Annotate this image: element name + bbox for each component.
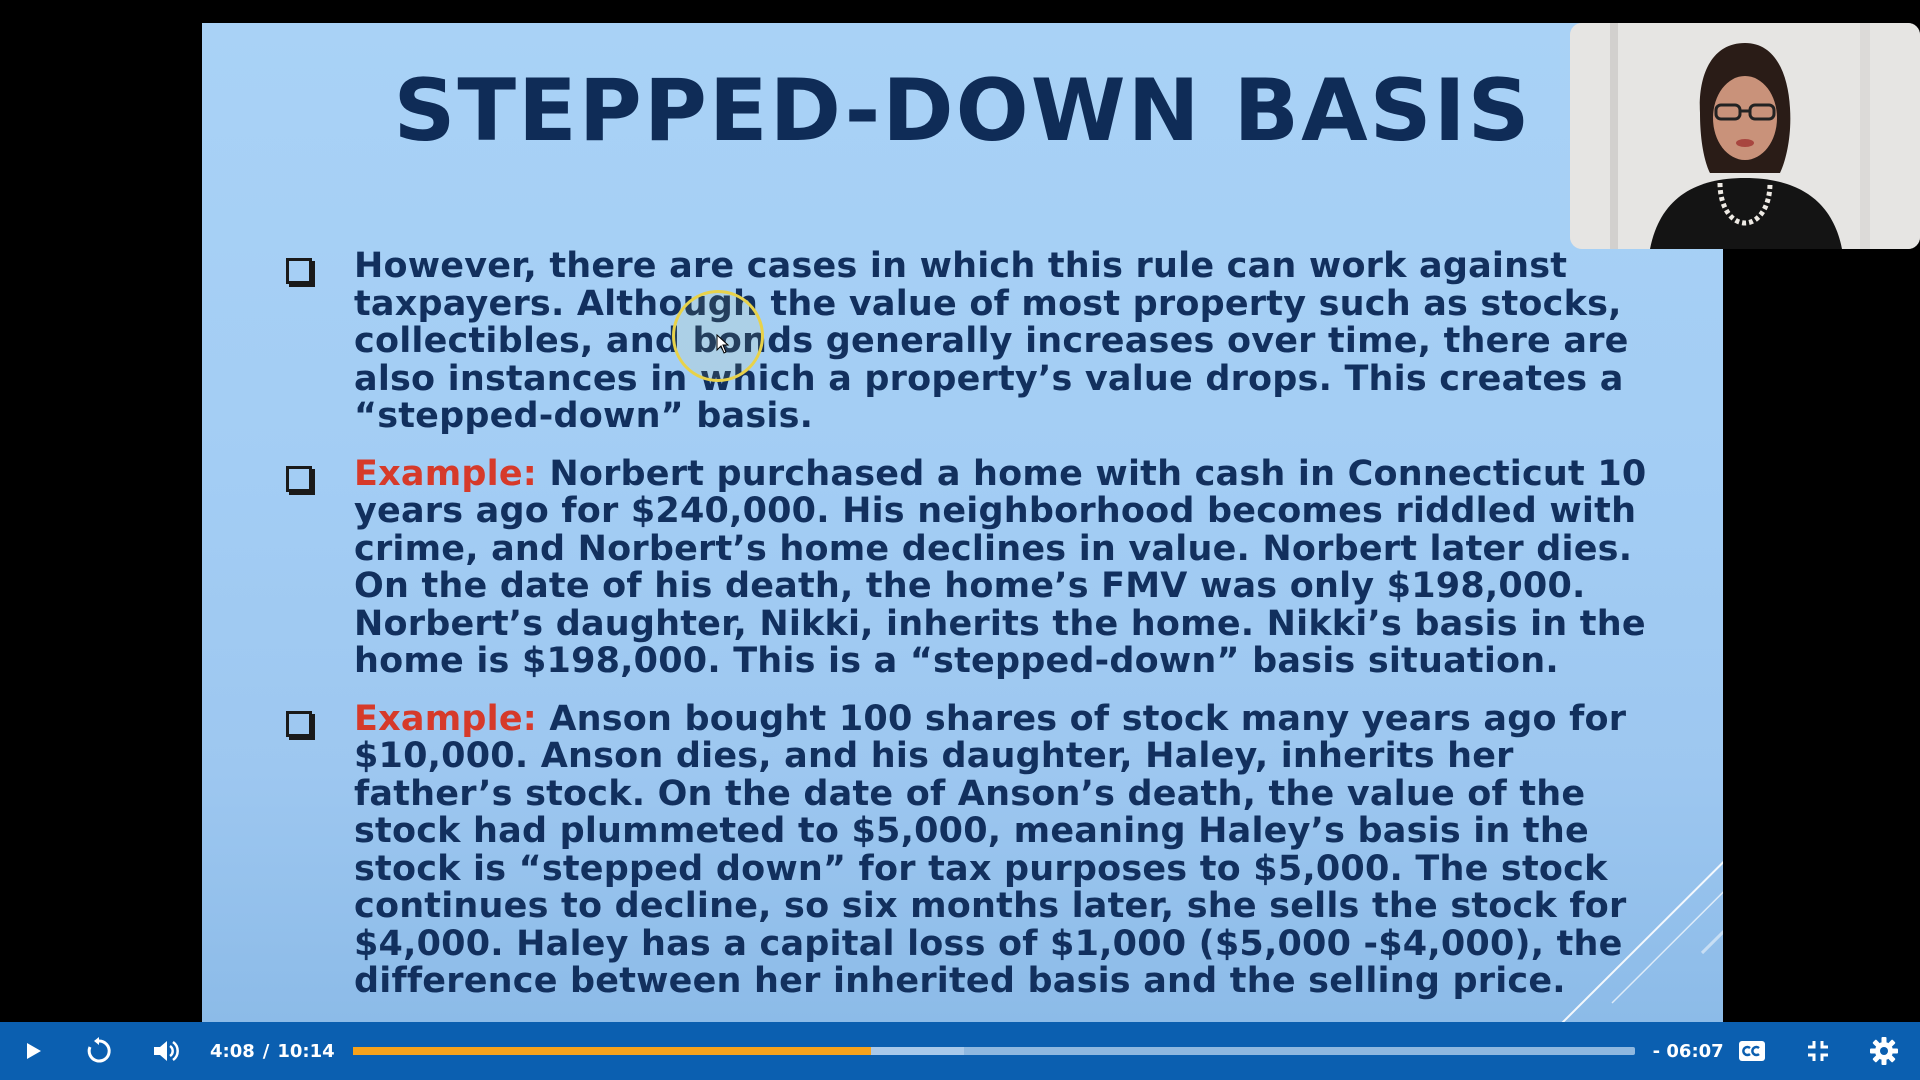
bullet-body: However, there are cases in which this r…: [354, 246, 1629, 436]
bullet-item: Example: Anson bought 100 shares of stoc…: [286, 698, 1676, 1001]
presenter-video-icon: [1570, 23, 1920, 249]
remaining-time: - 06:07: [1652, 1040, 1724, 1062]
volume-button[interactable]: [132, 1022, 198, 1080]
captions-icon: [1738, 1041, 1765, 1061]
time-separator: /: [262, 1040, 270, 1062]
played-bar: [352, 1047, 871, 1055]
settings-icon: [1869, 1037, 1898, 1065]
captions-button[interactable]: [1719, 1022, 1785, 1080]
player-controls: 4:08 / 10:14 - 06:07: [0, 1022, 1920, 1080]
bullet-list: However, there are cases in which this r…: [286, 246, 1676, 1021]
exit-fullscreen-icon: [1807, 1041, 1828, 1061]
bullet-text: Example: Anson bought 100 shares of stoc…: [354, 698, 1676, 1001]
replay-button[interactable]: [66, 1022, 132, 1080]
video-area[interactable]: STEPPED-DOWN BASIS However, there are ca…: [0, 0, 1920, 1022]
bullet-text: Example: Norbert purchased a home with c…: [354, 453, 1676, 681]
play-icon: [27, 1043, 41, 1059]
current-time: 4:08: [210, 1040, 255, 1062]
presenter-webcam: [1570, 23, 1920, 249]
example-label: Example:: [354, 453, 537, 494]
seek-bar[interactable]: [352, 1047, 1635, 1055]
presentation-slide: STEPPED-DOWN BASIS However, there are ca…: [202, 23, 1723, 1022]
bullet-body: Anson bought 100 shares of stock many ye…: [354, 698, 1627, 1001]
replay-icon: [87, 1037, 111, 1063]
checkbox-bullet-icon: [286, 710, 312, 737]
mouse-cursor-icon: [716, 334, 730, 354]
bullet-item: Example: Norbert purchased a home with c…: [286, 453, 1676, 681]
settings-button[interactable]: [1851, 1022, 1917, 1080]
checkbox-bullet-icon: [286, 465, 312, 492]
duration: 10:14: [277, 1040, 335, 1062]
bullet-text: However, there are cases in which this r…: [354, 246, 1676, 436]
slide-title: STEPPED-DOWN BASIS: [393, 61, 1532, 161]
exit-fullscreen-button[interactable]: [1785, 1022, 1851, 1080]
checkbox-bullet-icon: [286, 258, 312, 284]
time-display: 4:08 / 10:14: [210, 1041, 335, 1062]
play-button[interactable]: [0, 1022, 66, 1080]
bullet-body: Norbert purchased a home with cash in Co…: [354, 453, 1647, 681]
example-label: Example:: [354, 698, 537, 739]
bullet-item: However, there are cases in which this r…: [286, 246, 1676, 436]
volume-icon: [154, 1040, 179, 1062]
decorative-streaks: [1561, 861, 1723, 1022]
